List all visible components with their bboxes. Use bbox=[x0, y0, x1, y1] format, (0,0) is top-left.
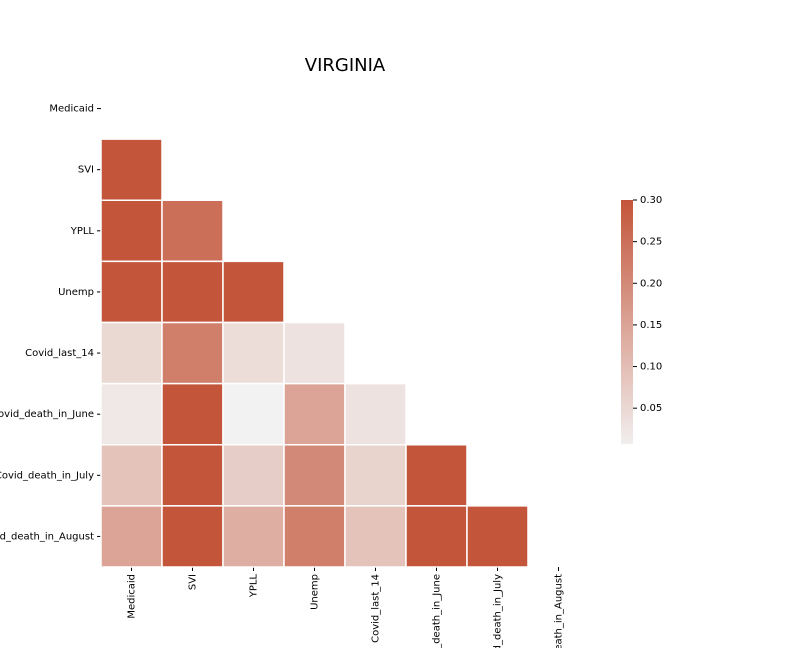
colorbar-tick-label: 0.05 bbox=[640, 403, 662, 414]
heatmap-cell bbox=[283, 382, 346, 446]
heatmap-cell bbox=[161, 505, 224, 568]
y-tick-label: Covid_death_in_August bbox=[0, 531, 94, 542]
heatmap-cell bbox=[283, 505, 346, 568]
heatmap-cell bbox=[100, 321, 163, 385]
colorbar-tick-label: 0.25 bbox=[640, 237, 662, 248]
heatmap-cell bbox=[283, 321, 346, 385]
colorbar bbox=[621, 200, 633, 444]
x-tick-label: Unemp bbox=[310, 574, 321, 610]
heatmap-cell bbox=[161, 260, 224, 324]
heatmap-cell bbox=[344, 382, 407, 446]
heatmap-cell bbox=[405, 444, 468, 507]
heatmap-cell bbox=[222, 444, 285, 507]
colorbar-tick-label: 0.15 bbox=[640, 320, 662, 331]
x-tick-label: Medicaid bbox=[127, 574, 138, 619]
x-tick-label: YPLL bbox=[249, 574, 260, 599]
heatmap-cell bbox=[222, 505, 285, 568]
x-tick-label: Covid_death_in_June bbox=[432, 574, 443, 648]
chart-title: VIRGINIA bbox=[305, 55, 386, 76]
heatmap-cell bbox=[222, 321, 285, 385]
y-tick-label: Medicaid bbox=[49, 104, 94, 115]
heatmap-cell bbox=[222, 260, 285, 324]
heatmap-cell bbox=[466, 505, 529, 568]
heatmap-cell bbox=[100, 260, 163, 324]
x-tick-label: Covid_death_in_August bbox=[554, 574, 565, 648]
colorbar-tick-label: 0.20 bbox=[640, 278, 662, 289]
heatmap-cell bbox=[344, 505, 407, 568]
heatmap-cell bbox=[161, 444, 224, 507]
x-tick-label: Covid_last_14 bbox=[371, 574, 382, 643]
colorbar-tick-label: 0.30 bbox=[640, 195, 662, 206]
heatmap-cell bbox=[100, 505, 163, 568]
heatmap-cell bbox=[405, 505, 468, 568]
y-tick-label: Covid_last_14 bbox=[25, 348, 94, 359]
heatmap-cell bbox=[100, 444, 163, 507]
y-tick-label: YPLL bbox=[70, 226, 95, 237]
y-tick-label: Covid_death_in_July bbox=[0, 470, 94, 481]
heatmap-cell bbox=[100, 138, 163, 201]
x-tick-label: Covid_death_in_July bbox=[493, 574, 504, 648]
heatmap-cell bbox=[161, 382, 224, 446]
heatmap-cell bbox=[100, 382, 163, 446]
x-tick-label: SVI bbox=[188, 574, 199, 590]
heatmap-cell bbox=[161, 199, 224, 263]
heatmap-cell bbox=[283, 444, 346, 507]
y-tick-label: Covid_death_in_June bbox=[0, 409, 94, 420]
y-tick-label: SVI bbox=[78, 165, 94, 176]
heatmap-cell bbox=[344, 444, 407, 507]
heatmap-cell bbox=[100, 199, 163, 263]
y-tick-label: Unemp bbox=[58, 287, 94, 298]
heatmap-cell bbox=[222, 382, 285, 446]
heatmap-cell bbox=[161, 321, 224, 385]
colorbar-tick-label: 0.10 bbox=[640, 362, 662, 373]
